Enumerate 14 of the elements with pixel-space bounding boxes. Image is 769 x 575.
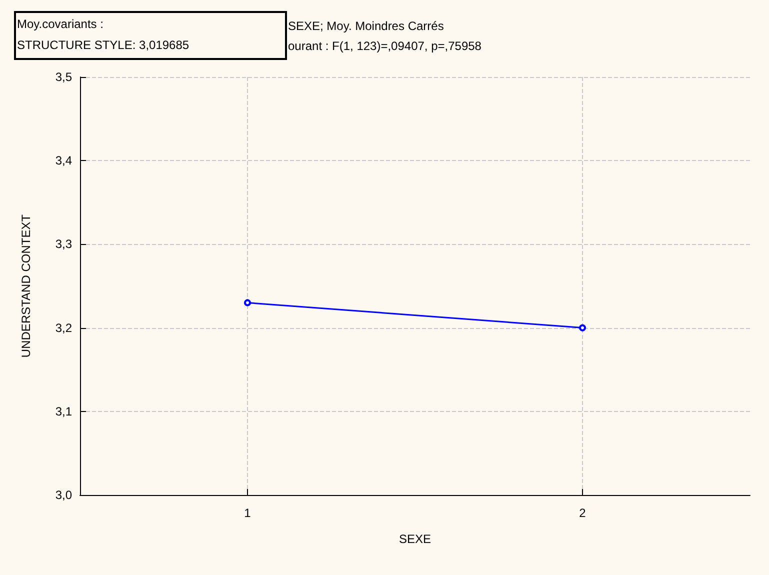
y-tick-label: 3,0 xyxy=(55,488,72,502)
chart-subtitle: ourant : F(1, 123)=,09407, p=,75958 xyxy=(288,39,482,53)
y-tick-label: 3,1 xyxy=(55,404,72,418)
x-tick-label: 2 xyxy=(579,506,586,520)
text: STRUCTURE STYLE: 3,019685 xyxy=(17,38,190,52)
y-tick-label: 3,3 xyxy=(55,237,72,252)
x-tick-label: 1 xyxy=(244,506,252,520)
y-tick-label: 3,4 xyxy=(55,154,72,168)
y-tick-label: 3,5 xyxy=(55,70,72,84)
y-axis-title: UNDERSTAND CONTEXT xyxy=(19,214,33,358)
text: Moy.covariants : xyxy=(17,17,104,31)
x-axis-title: SEXE xyxy=(398,532,432,546)
y-tick-label: 3,2 xyxy=(55,320,72,335)
chart-title: SEXE; Moy. Moindres Carrés xyxy=(288,19,444,33)
